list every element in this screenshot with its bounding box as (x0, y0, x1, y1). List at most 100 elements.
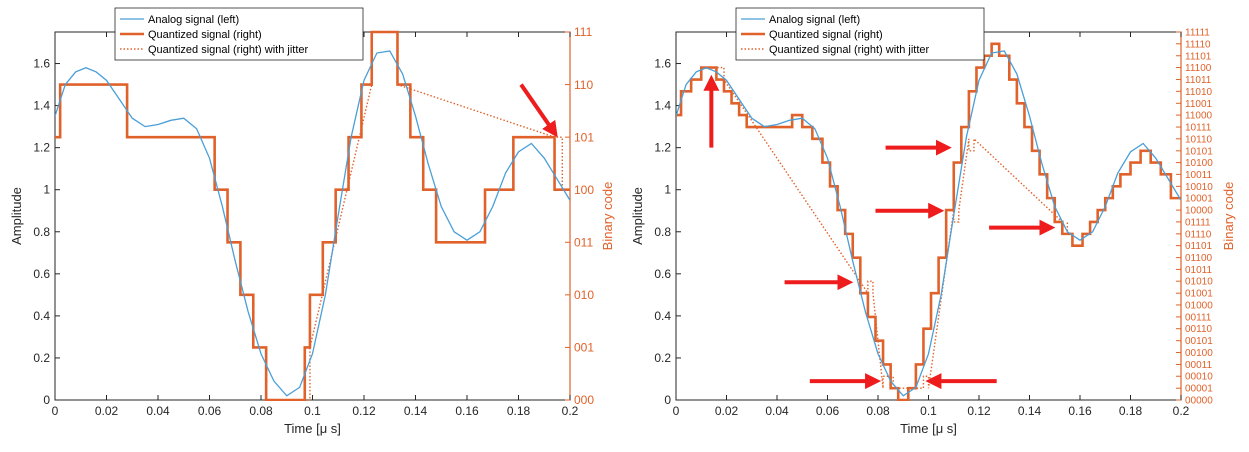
y-tick-label: 0.4 (33, 309, 50, 323)
y-tick-label: 1.4 (33, 99, 50, 113)
legend-label: Quantized signal (right) with jitter (148, 44, 309, 56)
right-tick-label: 100 (574, 183, 594, 197)
y-tick-label: 1 (43, 183, 50, 197)
right-tick-label: 00011 (1185, 360, 1213, 371)
series-line-solid-thick (676, 42, 1181, 401)
y-tick-label: 0.6 (33, 267, 50, 281)
right-tick-label: 01010 (1185, 277, 1213, 288)
chart-panel-left: 0 0.02 0.04 0.06 0.08 0.1 0.12 0.14 0.16 0.18 0.20… (9, 7, 615, 436)
right-tick-label: 01011 (1185, 265, 1213, 276)
right-axis-label: Binary code (600, 182, 615, 251)
plot-frame (675, 31, 1182, 401)
right-tick-label: 00001 (1185, 384, 1213, 395)
x-tick-label: 0.04 (765, 404, 789, 418)
right-tick-label: 10001 (1185, 194, 1213, 205)
right-tick-label: 00100 (1185, 348, 1213, 359)
right-tick-label: 11000 (1185, 111, 1213, 122)
right-tick-label: 11100 (1185, 63, 1212, 74)
y-axis-label: Amplitude (9, 187, 24, 245)
series-line-solid-thin (55, 50, 570, 397)
y-tick-label: 1.2 (654, 141, 671, 155)
right-tick-label: 110 (574, 78, 593, 92)
y-tick-label: 0 (664, 393, 671, 407)
right-tick-label: 10101 (1185, 146, 1213, 157)
y-tick-label: 0.4 (654, 309, 671, 323)
x-tick-label: 0.12 (352, 404, 376, 418)
right-tick-label: 011 (574, 235, 593, 249)
x-tick-label: 0.1 (304, 404, 321, 418)
right-tick-label: 10011 (1185, 170, 1213, 181)
right-tick-label: 01001 (1185, 289, 1213, 300)
x-tick-label: 0.12 (967, 404, 991, 418)
y-axis-label: Amplitude (630, 187, 645, 245)
x-tick-label: 0 (673, 404, 680, 418)
right-tick-label: 01101 (1185, 241, 1213, 252)
legend: Analog signal (left) Quantized signal (ri… (735, 7, 985, 61)
x-tick-label: 0.18 (1119, 404, 1143, 418)
x-tick-label: 0.1 (920, 404, 937, 418)
right-tick-label: 00101 (1185, 336, 1213, 347)
right-axis-label: Binary code (1221, 182, 1236, 251)
right-tick-label: 10111 (1185, 123, 1212, 134)
y-tick-label: 1 (664, 183, 671, 197)
right-tick-label: 10000 (1185, 206, 1213, 217)
series-line-solid-thin (676, 50, 1181, 397)
x-tick-label: 0.06 (816, 404, 840, 418)
legend-label: Analog signal (left) (769, 14, 860, 26)
legend-label: Quantized signal (right) (769, 29, 883, 41)
y-tick-label: 0.2 (654, 351, 671, 365)
x-tick-label: 0.16 (455, 404, 479, 418)
x-tick-label: 0.02 (95, 404, 119, 418)
x-axis-label: Time [μ s] (900, 421, 957, 436)
legend-label: Analog signal (left) (148, 14, 239, 26)
annotation-arrow (519, 83, 558, 138)
right-tick-label: 01100 (1185, 253, 1213, 264)
y-tick-label: 0.8 (33, 225, 50, 239)
y-tick-label: 1.6 (33, 57, 50, 71)
x-tick-label: 0.2 (1173, 404, 1190, 418)
right-tick-label: 01110 (1185, 229, 1212, 240)
x-tick-label: 0.18 (507, 404, 531, 418)
right-tick-label: 000 (574, 393, 594, 407)
legend-label: Quantized signal (right) with jitter (769, 44, 930, 56)
right-tick-label: 001 (574, 341, 594, 355)
y-tick-label: 0.8 (654, 225, 671, 239)
y-tick-label: 0.6 (654, 267, 671, 281)
right-tick-label: 101 (574, 130, 594, 144)
x-tick-label: 0.14 (1018, 404, 1042, 418)
x-tick-label: 0.14 (404, 404, 428, 418)
right-tick-label: 00000 (1185, 396, 1213, 407)
x-tick-label: 0.04 (146, 404, 170, 418)
right-tick-label: 11010 (1185, 87, 1213, 98)
chart-panel-right: 0 0.02 0.04 0.06 0.08 0.1 0.12 0.14 0.16 0.18 0.20… (630, 7, 1236, 436)
right-tick-label: 10100 (1185, 158, 1213, 169)
y-tick-label: 1.6 (654, 57, 671, 71)
legend-label: Quantized signal (right) (148, 29, 262, 41)
right-tick-label: 11101 (1185, 51, 1212, 62)
right-tick-label: 01111 (1185, 217, 1211, 228)
right-tick-label: 00110 (1185, 324, 1213, 335)
right-tick-label: 010 (574, 288, 594, 302)
x-tick-label: 0.2 (562, 404, 579, 418)
right-tick-label: 11111 (1185, 28, 1210, 39)
right-tick-label: 11001 (1185, 99, 1213, 110)
y-tick-label: 1.4 (654, 99, 671, 113)
plot-frame (54, 31, 571, 401)
legend-box (735, 7, 985, 61)
right-tick-label: 10010 (1185, 182, 1213, 193)
right-tick-label: 00111 (1185, 312, 1212, 323)
right-tick-label: 01000 (1185, 300, 1213, 311)
right-tick-label: 00010 (1185, 372, 1213, 383)
y-tick-label: 0.2 (33, 351, 50, 365)
right-tick-label: 111 (574, 25, 593, 39)
x-tick-label: 0 (52, 404, 59, 418)
x-tick-label: 0.06 (198, 404, 222, 418)
x-tick-label: 0.02 (715, 404, 739, 418)
x-axis-label: Time [μ s] (284, 421, 341, 436)
y-tick-label: 1.2 (33, 141, 50, 155)
right-tick-label: 11011 (1185, 75, 1212, 86)
series-line-solid-thick (55, 30, 570, 401)
y-tick-label: 0 (43, 393, 50, 407)
